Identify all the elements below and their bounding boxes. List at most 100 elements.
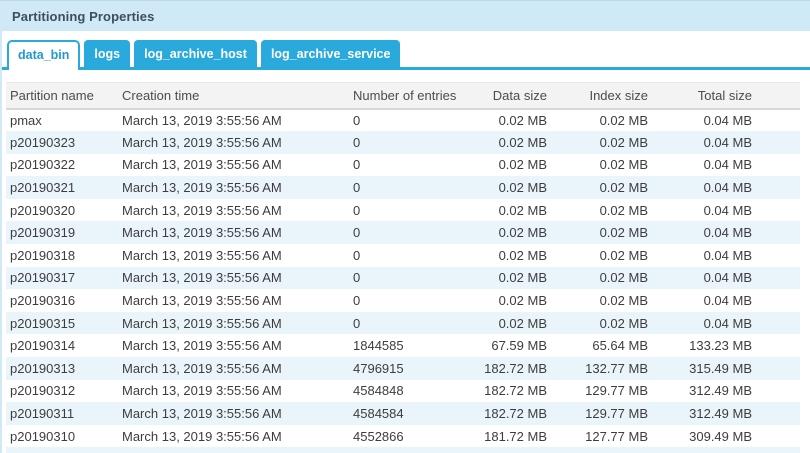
cell-index-size: 0.02 MB <box>599 134 648 150</box>
cell-creation-time: March 13, 2019 3:55:56 AM <box>122 315 282 331</box>
table-row <box>6 447 800 453</box>
cell-total-size: 0.04 MB <box>703 247 752 263</box>
tab-log_archive_service[interactable]: log_archive_service <box>260 40 401 67</box>
cell-partition-name: p20190319 <box>10 225 76 241</box>
cell-spacer <box>752 312 800 335</box>
cell-index-size: 0.02 MB <box>599 202 648 218</box>
cell-number-of-entries: 4552866 <box>353 428 404 444</box>
table-row: p20190311 March 13, 2019 3:55:56 AM 458458… <box>6 402 800 425</box>
table-row: p20190317 March 13, 2019 3:55:56 AM 0 0.02 … <box>6 266 800 290</box>
cell-spacer <box>752 109 800 132</box>
cell-spacer <box>752 244 800 267</box>
cell-data-size: 182.72 MB <box>484 406 547 422</box>
cell-number-of-entries: 0 <box>353 315 361 331</box>
cell-creation-time: March 13, 2019 3:55:56 AM <box>122 293 282 309</box>
cell-index-size: 0.02 MB <box>599 315 648 331</box>
table-row: p20190313 March 13, 2019 3:55:56 AM 479691… <box>6 357 800 380</box>
cell-creation-time: March 13, 2019 3:55:56 AM <box>122 112 282 128</box>
cell-number-of-entries: 0 <box>353 134 361 150</box>
cell-spacer <box>752 334 800 357</box>
cell-total-size: 0.04 MB <box>703 293 752 309</box>
cell-data-size: 0.02 MB <box>498 157 547 173</box>
table-row: p20190319 March 13, 2019 3:55:56 AM 0 0.02 … <box>6 221 800 245</box>
cell-creation-time: March 13, 2019 3:55:56 AM <box>122 428 282 444</box>
panel-title: Partitioning Properties <box>12 8 155 24</box>
cell-index-size: 0.02 MB <box>599 225 648 241</box>
cell-creation-time: March 13, 2019 3:55:56 AM <box>122 157 282 173</box>
cell-index-size: 132.77 MB <box>585 360 648 376</box>
cell-data-size: 67.59 MB <box>491 338 547 354</box>
cell-partition-name: p20190315 <box>10 315 76 331</box>
cell-total-size: 0.04 MB <box>703 270 752 286</box>
cell-total-size: 133.23 MB <box>689 338 752 354</box>
tab-log_archive_host[interactable]: log_archive_host <box>134 40 257 67</box>
column-header-number-of-entries: Number of entries <box>351 82 456 110</box>
tab-data_bin[interactable]: data_bin <box>7 40 81 70</box>
cell-number-of-entries: 0 <box>353 180 361 196</box>
column-header-creation-time: Creation time <box>120 82 351 110</box>
cell-total-size: 309.49 MB <box>689 428 752 444</box>
cell-spacer <box>752 380 800 403</box>
cell-total-size: 0.04 MB <box>703 315 752 331</box>
partitions-table-area: Partition name Creation time Number of ent… <box>6 82 800 448</box>
cell-partition-name: p20190322 <box>10 157 76 173</box>
cell-data-size: 0.02 MB <box>498 134 547 150</box>
cell-total-size: 312.49 MB <box>689 406 752 422</box>
cell-number-of-entries: 1844585 <box>353 338 404 354</box>
cell-number-of-entries: 0 <box>353 247 361 263</box>
cell-data-size: 0.02 MB <box>498 315 547 331</box>
cell-spacer <box>752 267 800 290</box>
table-row: p20190315 March 13, 2019 3:55:56 AM 0 0.02 … <box>6 311 800 335</box>
cell-data-size: 0.02 MB <box>498 202 547 218</box>
cell-creation-time: March 13, 2019 3:55:56 AM <box>122 225 282 241</box>
cell-creation-time: March 13, 2019 3:55:56 AM <box>122 134 282 150</box>
cell-index-size: 0.02 MB <box>599 293 648 309</box>
cell-partition-name: p20190321 <box>10 180 76 196</box>
table-row: p20190320 March 13, 2019 3:55:56 AM 0 0.02 … <box>6 198 800 222</box>
cell-creation-time: March 13, 2019 3:55:56 AM <box>122 202 282 218</box>
cell-data-size: 0.02 MB <box>498 112 547 128</box>
cell-index-size: 0.02 MB <box>599 180 648 196</box>
cell-data-size: 181.72 MB <box>484 428 547 444</box>
cell-partition-name: p20190312 <box>10 383 76 399</box>
cell-spacer <box>752 176 800 199</box>
table-body: pmax March 13, 2019 3:55:56 AM 0 0.02 MB 0.0… <box>6 108 800 448</box>
cell-partition-name: p20190310 <box>10 428 76 444</box>
cell-number-of-entries: 4796915 <box>353 360 404 376</box>
cell-number-of-entries: 0 <box>353 202 361 218</box>
cell-index-size: 127.77 MB <box>585 428 648 444</box>
cell-spacer <box>752 221 800 244</box>
cell-index-size: 65.64 MB <box>592 338 648 354</box>
panel-header: Partitioning Properties <box>0 0 810 31</box>
cell-number-of-entries: 0 <box>353 112 361 128</box>
cell-index-size: 0.02 MB <box>599 112 648 128</box>
cell-number-of-entries: 0 <box>353 157 361 173</box>
cell-number-of-entries: 0 <box>353 225 361 241</box>
cell-total-size: 0.04 MB <box>703 202 752 218</box>
cell-total-size: 315.49 MB <box>689 360 752 376</box>
cell-spacer <box>752 402 800 425</box>
cell-spacer <box>752 154 800 177</box>
table-row: p20190310 March 13, 2019 3:55:56 AM 455286… <box>6 424 800 448</box>
cell-data-size: 0.02 MB <box>498 270 547 286</box>
cell-partition-name: p20190314 <box>10 338 76 354</box>
table-row: p20190321 March 13, 2019 3:55:56 AM 0 0.02 … <box>6 176 800 199</box>
tab-logs[interactable]: logs <box>84 40 131 67</box>
tab-bar: data_bin logs log_archive_host log_archive_… <box>2 40 810 70</box>
cell-data-size: 0.02 MB <box>498 247 547 263</box>
table-header: Partition name Creation time Number of ent… <box>6 82 800 110</box>
cell-partition-name: pmax <box>10 112 42 128</box>
cell-spacer <box>752 357 800 380</box>
cell-index-size: 129.77 MB <box>585 406 648 422</box>
cell-partition-name: p20190313 <box>10 360 76 376</box>
cell-number-of-entries: 0 <box>353 270 361 286</box>
column-header-total-size: Total size <box>648 82 752 110</box>
cell-total-size: 0.04 MB <box>703 180 752 196</box>
cell-partition-name: p20190318 <box>10 247 76 263</box>
cell-total-size: 312.49 MB <box>689 383 752 399</box>
cell-total-size: 0.04 MB <box>703 157 752 173</box>
cell-spacer <box>752 199 800 222</box>
cell-partition-name: p20190316 <box>10 293 76 309</box>
cell-data-size: 0.02 MB <box>498 180 547 196</box>
